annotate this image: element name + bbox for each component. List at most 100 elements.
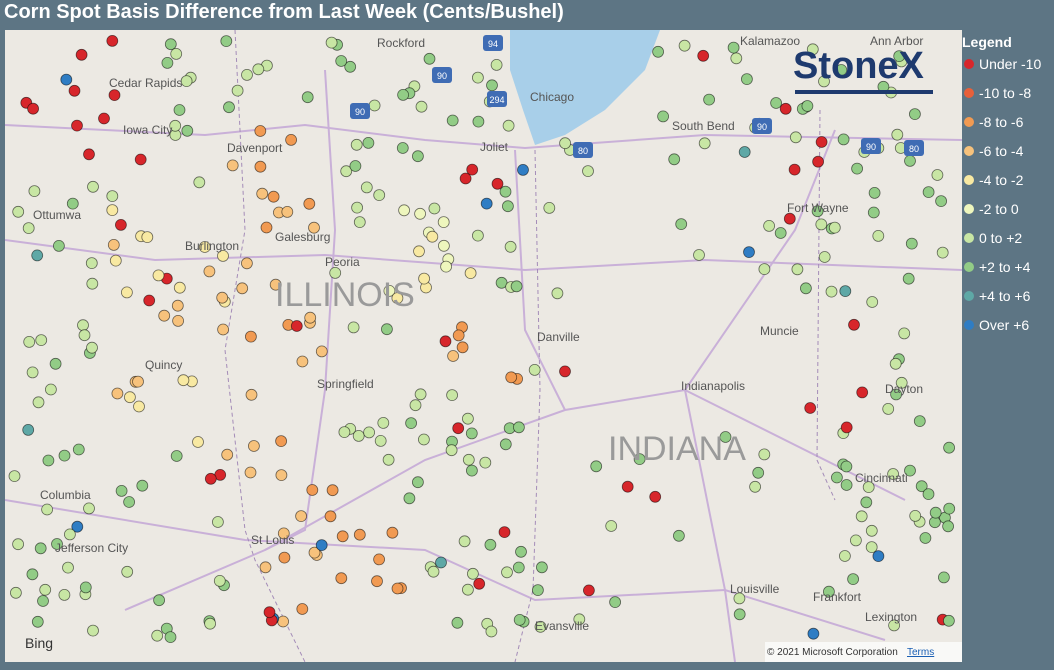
highway-label: 94 — [488, 39, 498, 49]
site-dot — [180, 75, 193, 87]
site-dot — [31, 615, 44, 628]
site-dot — [559, 365, 571, 378]
legend-swatch — [964, 320, 974, 330]
site-dot — [277, 615, 290, 628]
site-dot — [134, 153, 147, 166]
site-dot — [226, 159, 239, 172]
terms-link[interactable]: Terms — [907, 647, 934, 658]
site-dot — [913, 415, 926, 428]
site-dot — [217, 249, 229, 262]
site-dot — [245, 388, 258, 401]
legend-swatch — [964, 204, 974, 214]
site-dot — [499, 185, 512, 198]
site-dot — [223, 101, 235, 114]
site-dot — [855, 510, 868, 523]
site-dot — [172, 314, 185, 327]
legend-item: -6 to -4 — [962, 143, 1041, 172]
place-label: Dayton — [885, 382, 923, 396]
site-dot — [719, 431, 732, 443]
place-label: Galesburg — [275, 230, 330, 244]
site-dot — [657, 110, 669, 123]
site-dot — [285, 134, 298, 146]
site-dot — [60, 73, 73, 86]
site-dot — [254, 160, 267, 173]
roads — [5, 69, 962, 662]
site-dot — [58, 449, 71, 462]
legend-label: +2 to +4 — [979, 259, 1031, 275]
site-dot — [27, 102, 40, 115]
place-label: Chicago — [530, 90, 574, 104]
site-dot — [727, 41, 740, 54]
site-dot — [409, 399, 422, 412]
site-dot — [452, 422, 465, 435]
site-dot — [543, 201, 556, 214]
highway-shield — [752, 118, 772, 134]
highway-shield — [904, 140, 924, 156]
site-dot — [465, 427, 478, 440]
site-dot — [703, 93, 715, 106]
site-dot — [373, 189, 386, 202]
site-dot — [942, 520, 954, 533]
site-dot — [353, 528, 366, 541]
site-dot — [504, 240, 517, 253]
site-dot — [301, 91, 314, 104]
site-dot — [173, 104, 186, 116]
site-dot — [278, 551, 291, 564]
site-dot — [181, 124, 194, 137]
site-dot — [865, 541, 878, 553]
site-dot — [649, 490, 662, 503]
place-label: Evansville — [535, 619, 589, 633]
site-dot — [652, 45, 664, 58]
site-dot — [417, 433, 430, 446]
site-dot — [480, 197, 493, 210]
copyright: © 2021 Microsoft Corporation — [767, 647, 898, 658]
site-dot — [136, 479, 149, 492]
site-dot — [115, 218, 127, 231]
site-dot — [936, 246, 949, 259]
site-dot — [240, 257, 253, 270]
site-dot — [177, 374, 190, 387]
site-dot — [743, 246, 755, 259]
place-label: Ann Arbor — [870, 34, 923, 48]
site-dot — [583, 584, 595, 597]
site-dot — [473, 577, 486, 590]
site-dot — [818, 251, 831, 263]
highway-label: 80 — [578, 146, 588, 156]
legend-label: -10 to -8 — [979, 85, 1032, 101]
highway-shield — [861, 138, 881, 154]
site-dot — [111, 387, 124, 400]
legend-swatch — [964, 291, 974, 301]
place-label: Davenport — [227, 141, 283, 155]
site-dot — [902, 272, 915, 285]
site-dot — [269, 278, 282, 291]
site-dot — [66, 197, 79, 210]
site-dot — [815, 218, 828, 231]
legend-label: 0 to +2 — [979, 230, 1023, 246]
site-dot — [308, 221, 320, 234]
site-dot — [259, 561, 272, 574]
site-dot — [391, 292, 404, 305]
site-dot — [840, 479, 853, 491]
highway-shield — [573, 142, 593, 158]
site-dot — [415, 100, 428, 113]
site-dot — [315, 539, 328, 551]
site-dot — [909, 509, 922, 522]
site-dot — [851, 162, 863, 175]
legend-label: Under -10 — [979, 56, 1042, 72]
legend-swatch — [964, 233, 974, 243]
legend-label: -2 to 0 — [979, 201, 1019, 217]
site-dot — [856, 386, 869, 399]
place-label: Burlington — [185, 239, 239, 253]
site-dot — [236, 282, 249, 295]
site-dot — [32, 396, 45, 409]
site-dot — [909, 108, 921, 120]
site-dot — [203, 265, 216, 278]
site-dot — [919, 532, 932, 544]
site-dot — [295, 510, 308, 523]
site-dot — [931, 169, 944, 181]
legend-swatch — [964, 88, 974, 98]
site-dot — [336, 530, 349, 543]
logo: StoneX — [793, 45, 933, 94]
legend-label: -8 to -6 — [979, 114, 1024, 130]
legend-item: -8 to -6 — [962, 114, 1041, 143]
